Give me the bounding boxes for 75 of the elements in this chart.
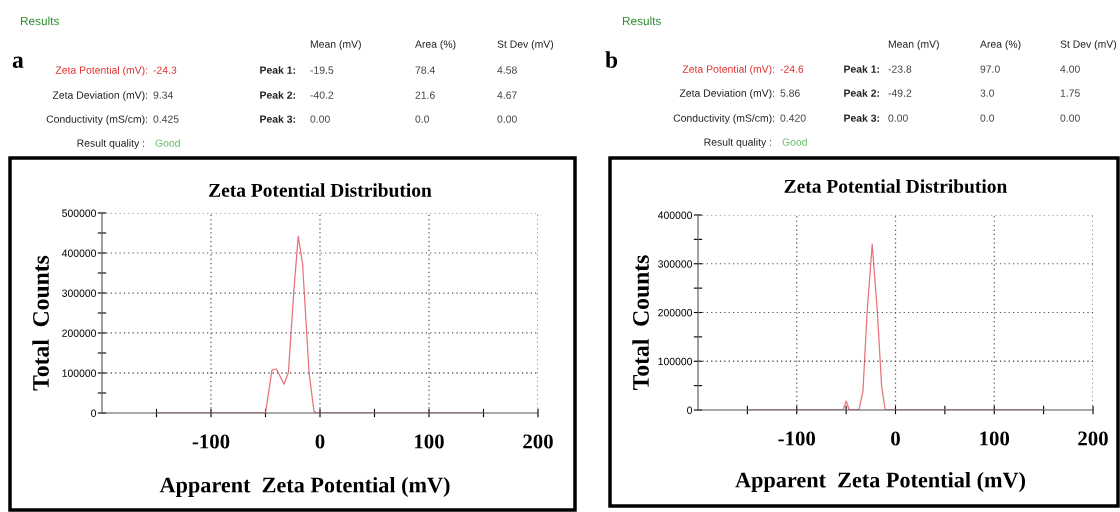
text: -24.3 — [153, 66, 177, 74]
text: 4.58 — [497, 66, 517, 74]
text: -23.8 — [888, 65, 912, 73]
text: 3.0 — [980, 89, 995, 97]
text: Result quality : — [77, 139, 145, 149]
text: Good — [155, 139, 180, 147]
y-tick-label: 200000 — [658, 309, 693, 317]
text: Peak 3: — [844, 114, 879, 122]
text: Zeta Potential (mV): — [55, 66, 148, 76]
y-tick-label: 500000 — [62, 209, 97, 217]
y-tick-label: 200000 — [62, 329, 97, 337]
text: -40.2 — [310, 91, 334, 99]
text: Good — [782, 138, 807, 146]
text: 0.425 — [153, 115, 179, 123]
y-tick-label: 400000 — [657, 211, 693, 219]
x-tick-label: 100 — [415, 434, 444, 449]
text: -49.2 — [888, 89, 912, 97]
text: -24.6 — [780, 65, 804, 73]
text: a — [12, 56, 24, 68]
chart-title: Zeta Potential Distribution — [784, 179, 1008, 193]
y-tick-label: 100000 — [658, 357, 693, 366]
text: Area (%) — [415, 40, 456, 50]
text: Results — [622, 16, 661, 26]
text: Area (%) — [980, 40, 1021, 50]
x-tick-label: -100 — [778, 431, 816, 446]
chart-title: Zeta Potential Distribution — [209, 183, 432, 197]
text: Conductivity (mS/cm): — [46, 115, 148, 125]
x-tick-label: 0 — [891, 431, 900, 446]
text: Mean (mV) — [310, 40, 361, 50]
text: Mean (mV) — [888, 40, 939, 50]
text: 21.6 — [415, 91, 435, 99]
y-tick-label: 300000 — [658, 260, 693, 268]
text: Peak 1: — [844, 65, 879, 73]
text: St Dev (mV) — [1060, 40, 1117, 50]
y-tick-label: 300000 — [62, 289, 97, 297]
text: Zeta Deviation (mV): — [679, 89, 775, 99]
text: 1.75 — [1060, 89, 1080, 97]
text: 0.420 — [780, 114, 806, 122]
text: St Dev (mV) — [497, 40, 554, 50]
y-axis-title: Total Counts — [32, 255, 49, 391]
x-axis-title: Apparent Zeta Potential (mV) — [159, 476, 450, 498]
x-tick-label: -100 — [192, 434, 230, 449]
y-axis-title: Total Counts — [632, 255, 649, 390]
text: Peak 2: — [260, 91, 295, 99]
text: Peak 3: — [260, 115, 295, 123]
text: 0.00 — [888, 114, 908, 122]
y-tick-label: 0 — [687, 406, 693, 414]
text: Result quality : — [704, 138, 772, 148]
x-tick-label: 0 — [315, 434, 325, 449]
text: 0.00 — [1060, 114, 1080, 122]
text: 9.34 — [153, 91, 173, 99]
text: 4.67 — [497, 91, 517, 99]
text: 78.4 — [415, 66, 435, 74]
text: Results — [20, 16, 59, 26]
x-tick-label: 200 — [523, 434, 553, 449]
text: 97.0 — [980, 65, 1000, 73]
text: 4.00 — [1060, 65, 1080, 73]
text: 0.0 — [980, 114, 995, 122]
text: 0.0 — [415, 115, 430, 123]
y-tick-label: 100000 — [62, 369, 97, 377]
x-axis-title: Apparent Zeta Potential (mV) — [735, 471, 1025, 493]
text: Zeta Potential (mV): — [682, 65, 775, 75]
y-tick-label: 0 — [91, 409, 97, 417]
text: 5.86 — [780, 89, 800, 97]
text: Peak 1: — [260, 66, 295, 74]
text: Peak 2: — [844, 89, 879, 97]
text: b — [605, 51, 618, 68]
text: -19.5 — [310, 66, 334, 74]
text: Zeta Deviation (mV): — [52, 91, 148, 101]
y-tick-label: 400000 — [61, 249, 97, 257]
x-tick-label: 100 — [980, 431, 1010, 446]
text: Conductivity (mS/cm): — [673, 114, 775, 124]
text: 0.00 — [497, 115, 517, 123]
x-tick-label: 200 — [1078, 431, 1108, 446]
text: 0.00 — [310, 115, 330, 123]
